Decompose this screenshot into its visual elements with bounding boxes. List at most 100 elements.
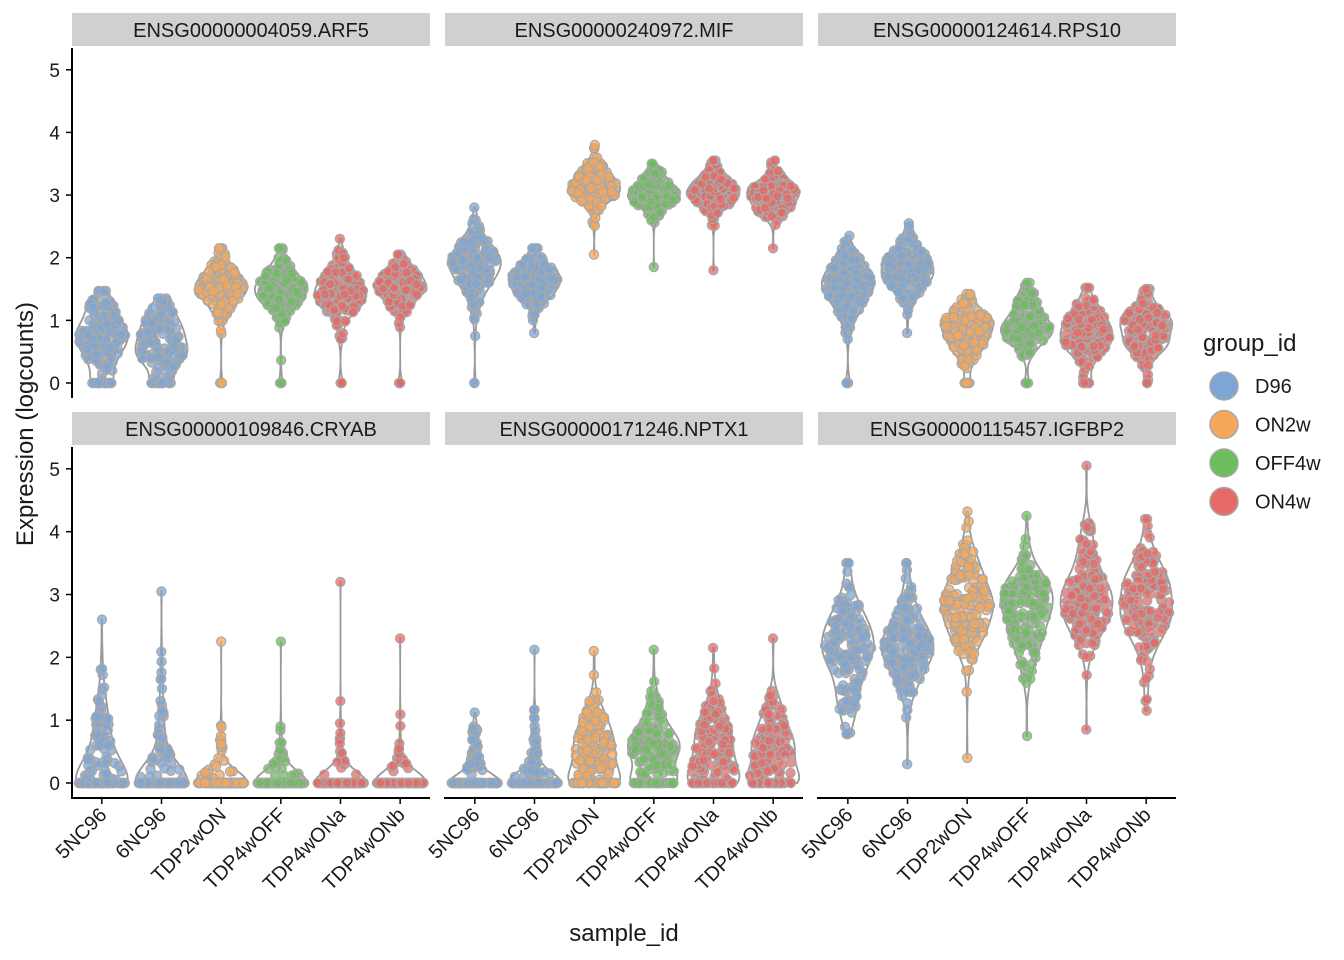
data-point	[916, 246, 927, 257]
data-point	[716, 777, 728, 789]
data-point	[1061, 328, 1072, 339]
data-point	[1142, 360, 1154, 371]
data-point	[578, 763, 589, 775]
facet-panel: ENSG00000240972.MIF	[445, 13, 803, 389]
data-point	[336, 300, 348, 312]
data-point	[529, 644, 540, 656]
data-point	[852, 275, 863, 286]
data-point	[758, 185, 769, 196]
data-point	[785, 777, 797, 789]
data-point	[597, 186, 609, 198]
data-point	[465, 292, 477, 303]
data-point	[105, 377, 116, 389]
data-point	[257, 290, 268, 302]
data-point	[763, 709, 775, 720]
data-point	[966, 311, 977, 322]
data-point	[90, 777, 102, 789]
data-point	[708, 265, 719, 276]
data-point	[958, 298, 969, 309]
data-point	[903, 259, 914, 270]
data-point	[94, 740, 105, 751]
data-point	[91, 711, 102, 722]
data-point	[93, 377, 105, 389]
data-point	[940, 321, 952, 332]
data-point	[699, 707, 710, 718]
data-point	[545, 289, 556, 301]
data-point	[588, 645, 600, 657]
y-tick-label: 0	[49, 374, 60, 395]
data-point	[482, 277, 494, 288]
data-point	[581, 707, 592, 718]
data-point	[1083, 361, 1095, 372]
x-tick-label: 6NC96	[484, 804, 544, 864]
data-point	[595, 762, 607, 774]
data-point	[714, 721, 725, 732]
data-point	[1132, 324, 1144, 335]
data-point	[390, 262, 401, 273]
data-point	[1026, 288, 1038, 299]
y-tick-label: 5	[49, 460, 60, 481]
data-point	[154, 323, 165, 335]
data-point	[520, 271, 531, 283]
data-point	[757, 723, 768, 735]
data-point	[651, 728, 663, 739]
data-point	[1143, 312, 1154, 323]
data-point	[275, 721, 286, 732]
data-point	[700, 171, 711, 183]
data-point	[1062, 313, 1074, 324]
data-point	[356, 777, 367, 789]
data-point	[902, 309, 913, 320]
data-point	[595, 161, 606, 172]
data-point	[829, 282, 840, 293]
data-point	[839, 250, 851, 261]
data-point	[465, 759, 476, 770]
data-point	[545, 273, 556, 284]
data-point	[1098, 324, 1109, 335]
data-point	[146, 317, 157, 329]
data-point	[687, 761, 698, 772]
y-tick-label: 0	[49, 774, 60, 795]
facet-strip-label: ENSG00000115457.IGFBP2	[870, 419, 1124, 441]
data-point	[667, 194, 678, 206]
data-point	[777, 759, 788, 770]
data-point	[645, 698, 657, 710]
data-point	[455, 274, 466, 285]
data-point	[1140, 283, 1152, 295]
data-point	[271, 303, 282, 314]
data-point	[154, 744, 166, 755]
data-point	[846, 312, 857, 324]
data-point	[216, 377, 227, 389]
data-point	[657, 748, 669, 760]
data-point	[698, 755, 709, 766]
data-point	[173, 777, 184, 789]
data-point	[767, 633, 779, 644]
data-point	[324, 279, 336, 290]
data-point	[841, 302, 852, 313]
data-point	[901, 327, 913, 339]
data-point	[82, 754, 94, 765]
data-point	[693, 777, 704, 789]
data-point	[200, 767, 211, 778]
y-tick-label: 1	[49, 711, 60, 732]
data-point	[275, 636, 287, 647]
data-point	[1141, 377, 1153, 389]
data-point	[486, 777, 498, 789]
data-point	[1073, 314, 1085, 325]
data-point	[340, 316, 351, 327]
data-point	[264, 282, 275, 293]
data-point	[156, 646, 167, 658]
data-point	[394, 633, 406, 644]
data-point	[268, 758, 279, 769]
data-point	[1079, 377, 1090, 389]
data-point	[1129, 341, 1140, 352]
data-point	[961, 377, 972, 389]
data-point	[1150, 330, 1161, 341]
data-point	[520, 288, 532, 299]
data-point	[395, 377, 406, 389]
data-point	[338, 252, 349, 264]
data-point	[91, 349, 103, 360]
data-point	[1060, 337, 1072, 348]
data-point	[155, 309, 167, 320]
data-point	[633, 726, 645, 738]
